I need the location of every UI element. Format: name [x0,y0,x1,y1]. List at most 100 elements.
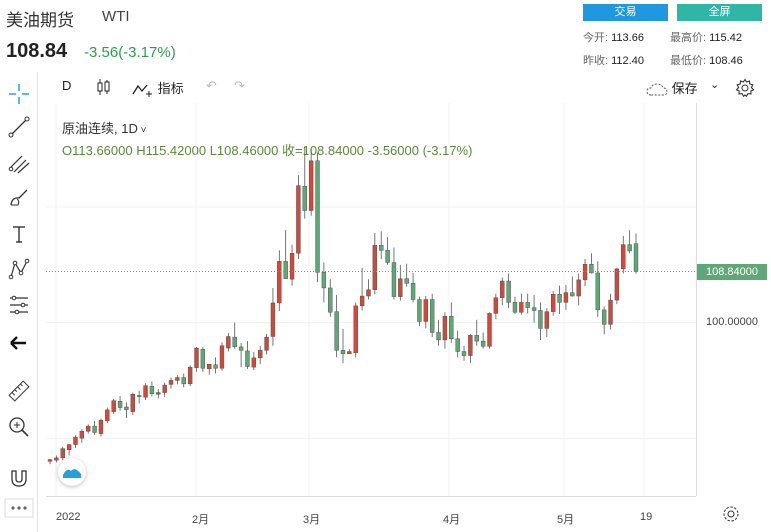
candle [105,407,110,424]
candle-body-down [391,262,397,297]
time-axis[interactable]: 2022 2月 3月 4月 5月 19 [46,496,739,532]
quote-header: 美油期货 WTI 108.84 -3.56(-3.17%) 交易 全屏 今开: … [0,0,771,72]
trend-line-icon[interactable] [6,114,32,140]
candle-body-down [480,340,486,347]
candle [410,272,416,303]
candle-body-up [277,261,282,304]
interval-select[interactable]: D [62,78,72,93]
candle-body-up [79,431,85,439]
candle-body-up [582,264,588,281]
candle-body-up [60,448,65,459]
candle [621,235,626,274]
candle [308,148,314,216]
candle [238,342,244,368]
candle-body-down [455,338,460,352]
candle [544,308,550,338]
candle [449,302,454,343]
candle-body-up [576,279,581,297]
save-button[interactable]: 保存 [646,78,698,97]
candle-body-up [519,302,524,313]
candle [289,244,295,286]
candle-body-up [500,280,505,298]
candle-body-up [105,409,110,422]
x-label-19: 19 [640,511,653,523]
candle [156,389,161,399]
last-price-label: 108.84000 [697,263,767,280]
candle [633,233,639,274]
trade-button[interactable]: 交易 [583,4,668,21]
candle-body-down [379,244,384,251]
open-price: 今开: 113.66 [583,32,644,44]
candle [302,146,307,219]
candle-body-down [302,186,307,211]
candle [480,332,486,349]
candle [334,294,339,358]
candle [47,459,53,465]
candle-body-down [538,310,543,329]
save-chevron-down-icon[interactable]: ⌄ [710,79,720,91]
crosshair-icon[interactable] [6,81,32,107]
candle-body-down [417,299,422,322]
candle-body-up [264,336,269,351]
candle [270,287,276,346]
price-chart[interactable] [46,103,696,496]
settings-gear-icon[interactable] [735,78,755,101]
candle-body-up [544,311,550,329]
fullscreen-button[interactable]: 全屏 [677,4,762,21]
text-tool-icon[interactable] [6,221,32,247]
candle [213,357,218,374]
arrow-left-icon[interactable] [6,330,32,356]
undo-icon[interactable]: ↶ [206,78,217,93]
indicators-button[interactable]: 指标 [132,78,184,98]
measure-tool-icon[interactable] [6,292,32,318]
candle [251,352,257,371]
candle-body-up [359,295,365,307]
candle-body-up [353,305,358,353]
candle-body-up [226,336,231,349]
lock-drawings-icon[interactable] [3,495,35,521]
candle-body-up [372,244,378,290]
zoom-in-icon[interactable] [6,414,32,440]
price-change: -3.56(-3.17%) [84,44,176,61]
redo-icon[interactable]: ↷ [234,78,245,93]
candlestick-plot[interactable] [46,103,696,496]
candle [277,250,282,312]
candle [595,261,600,317]
candle-body-down [506,280,511,303]
candle [219,342,225,371]
price-axis[interactable] [696,103,771,496]
candle-body-up [47,459,53,462]
candle [315,152,320,283]
candle-body-down [232,336,237,348]
ruler-icon[interactable] [6,378,32,404]
instrument-code: WTI [102,8,130,25]
chart-type-icon[interactable] [96,78,112,99]
brush-icon[interactable] [6,185,32,211]
candle-body-up [308,160,314,211]
series-title[interactable]: 原油连续, 1D ˅ [62,121,147,136]
candle [111,398,116,414]
axis-settings-gear-icon[interactable] [722,505,740,528]
tradingview-logo-icon[interactable] [58,458,86,486]
candle-body-down [525,302,530,308]
low-price: 最低价: 108.46 [670,55,743,67]
candle [468,334,473,364]
fib-lines-icon[interactable] [6,150,32,176]
high-price: 最高价: 115.42 [670,32,742,44]
candle-body-up [86,425,91,432]
candle-body-down [633,243,639,272]
candle [175,375,180,385]
pattern-icon[interactable] [6,256,32,282]
candle [506,273,511,309]
candle [130,392,135,416]
candle-body-down [436,332,441,341]
prev-close: 昨收: 112.40 [583,55,644,67]
candle-body-down [136,395,142,397]
candle [531,294,537,323]
candle-body-up [398,278,403,297]
x-label-may: 5月 [557,514,575,526]
chevron-down-icon[interactable]: ˅ [137,125,147,136]
candle-body-up [194,347,199,368]
candle-body-up [219,345,225,369]
magnet-icon[interactable] [6,465,32,491]
